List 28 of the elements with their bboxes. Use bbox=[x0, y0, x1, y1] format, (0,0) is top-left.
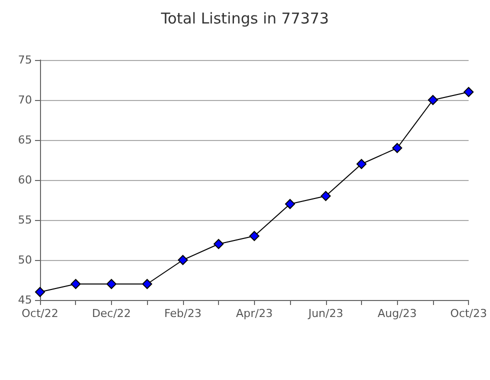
point bbox=[214, 239, 224, 249]
point bbox=[70, 279, 81, 289]
chart-title: Total Listings in 77373 bbox=[160, 10, 329, 28]
point bbox=[320, 191, 331, 201]
x-tick-label: Oct/22 bbox=[22, 307, 58, 320]
x-tick-label: Oct/23 bbox=[450, 307, 488, 320]
point bbox=[464, 87, 474, 97]
point bbox=[285, 199, 296, 209]
point bbox=[178, 255, 188, 265]
point bbox=[106, 279, 116, 289]
x-tick-label: Dec/22 bbox=[92, 307, 131, 320]
x-tick-label: Jun/23 bbox=[307, 307, 344, 320]
x-tick-label: Apr/23 bbox=[236, 307, 273, 320]
y-tick-label: 60 bbox=[18, 174, 32, 186]
y-tick-label: 55 bbox=[18, 214, 32, 226]
y-tick-label: 75 bbox=[18, 54, 32, 66]
point bbox=[356, 159, 366, 169]
x-tick-label: Feb/23 bbox=[164, 307, 202, 320]
x-tick-label: Aug/23 bbox=[378, 307, 417, 320]
y-tick-label: 65 bbox=[18, 134, 32, 146]
point bbox=[392, 143, 402, 153]
y-tick-label: 45 bbox=[18, 294, 32, 306]
y-tick-label: 70 bbox=[18, 94, 32, 106]
point bbox=[35, 287, 45, 297]
point bbox=[249, 231, 260, 241]
y-tick-label: 50 bbox=[18, 254, 32, 266]
point bbox=[428, 95, 438, 105]
point bbox=[142, 279, 152, 289]
